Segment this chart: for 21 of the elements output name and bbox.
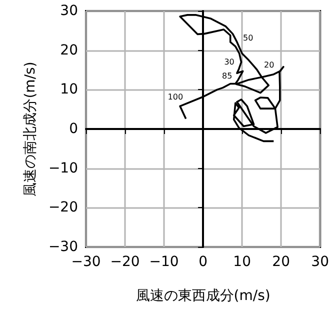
y-tick-label: −20 (48, 200, 78, 216)
x-tick-label: 30 (311, 254, 330, 270)
y-tick-label: 0 (69, 121, 78, 137)
y-tick-label: −30 (48, 239, 78, 255)
y-tick-label: 30 (60, 3, 78, 19)
x-axis-title: 風速の東西成分(m/s) (136, 288, 270, 304)
x-tick-label: 0 (198, 254, 208, 270)
y-tick-label: −10 (48, 160, 78, 176)
x-tick-label: −30 (71, 254, 101, 270)
annotation: 50 (242, 34, 254, 43)
x-tick-label: −10 (149, 254, 179, 270)
annotation: 85 (222, 72, 232, 81)
y-tick-label: 10 (60, 82, 78, 98)
y-tick-label: 20 (60, 42, 78, 58)
x-tick-label: 10 (233, 254, 251, 270)
x-tick-label: −20 (110, 254, 140, 270)
annotation: 100 (168, 92, 184, 102)
x-tick-label: 20 (272, 254, 290, 270)
y-axis-title: 風速の南北成分(m/s) (22, 62, 39, 196)
annotation: 20 (264, 60, 274, 70)
annotation: 30 (224, 58, 234, 67)
